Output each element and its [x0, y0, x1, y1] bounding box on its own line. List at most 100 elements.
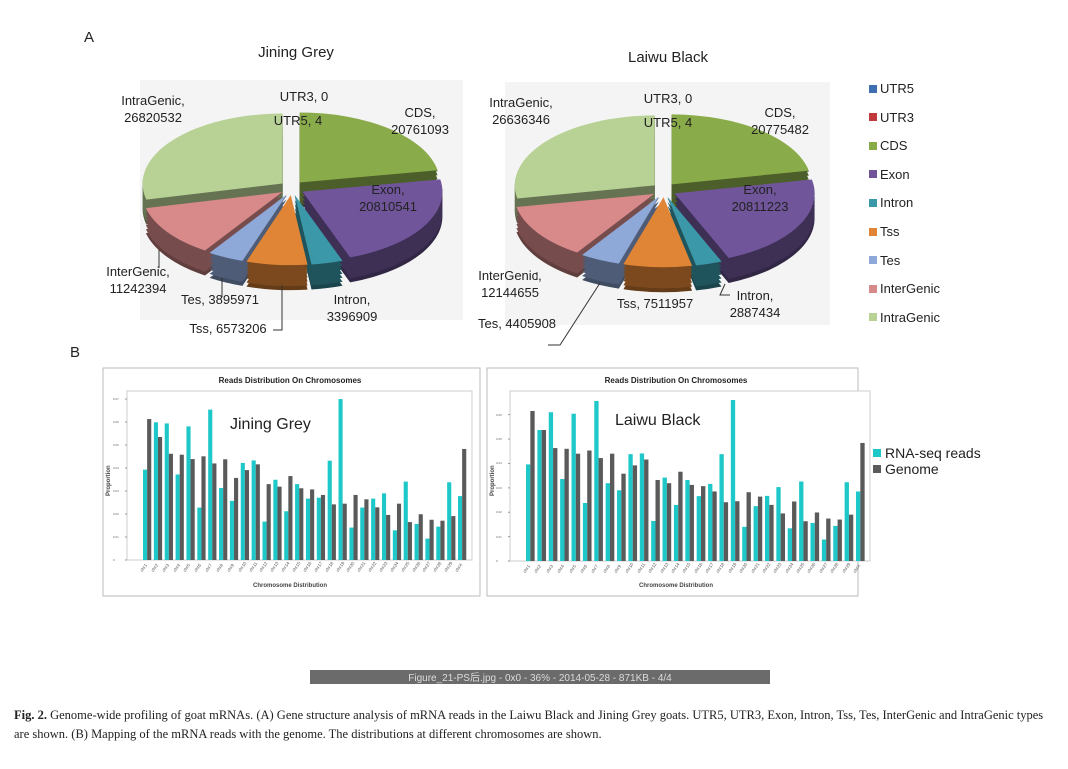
pie-label-intragenic: IntraGenic, 26820532 — [121, 92, 185, 126]
bar-genome-chr10 — [244, 470, 250, 560]
legend-label: Exon — [880, 166, 910, 182]
bar-genome-chr18 — [331, 504, 336, 560]
bar-genome-chr11 — [255, 464, 260, 560]
bar-genome-chr21 — [364, 499, 369, 560]
bar-rnaseq-chr27 — [425, 538, 430, 560]
bar-rnaseq-chr2 — [537, 430, 542, 561]
pie-label-line: IntraGenic, — [489, 95, 553, 110]
bar-rnaseq-chrX — [856, 491, 861, 561]
pie-title-laiwu: Laiwu Black — [627, 49, 709, 66]
y-tick-label: 0.06 — [113, 420, 119, 425]
bar-rnaseq-chr3 — [548, 412, 554, 561]
y-axis-title: Proportion — [106, 465, 112, 496]
bar-rnaseq-chr6 — [582, 502, 588, 561]
panel-letter-a: A — [84, 29, 95, 46]
bar-rnaseq-chr4 — [560, 479, 565, 561]
legend-item-utr3: UTR3 — [869, 110, 914, 125]
bar-genome-chr28 — [440, 520, 445, 560]
bar-genome-chr14 — [678, 471, 683, 561]
bar-genome-chr9 — [621, 473, 626, 561]
y-axis-title: Proportion — [490, 465, 496, 496]
pie-label-line: Tss, 7511957 — [616, 296, 694, 311]
bar-rnaseq-chr18 — [327, 460, 332, 560]
pie-label-line: CDS, — [764, 105, 796, 120]
pie-label-line: InterGenic, — [106, 264, 170, 279]
bar-genome-chr5 — [575, 453, 581, 561]
y-tick-label: 0.02 — [496, 510, 502, 515]
caption-label: Fig. 2. — [14, 708, 47, 722]
bar-rnaseq-chr29 — [844, 482, 849, 561]
panel-letter-b: B — [70, 344, 81, 361]
pie-label-cds: CDS, 20775482 — [751, 104, 809, 138]
legend-item-exon: Exon — [869, 167, 910, 182]
pie-label-line: 20775482 — [751, 122, 809, 137]
pie-label-line: 20761093 — [391, 122, 449, 137]
legend-item-tes: Tes — [869, 253, 900, 268]
bar-genome-chr4 — [564, 448, 569, 561]
legend-item-intragenic: IntraGenic — [869, 310, 940, 325]
pie-label-exon: Exon, 20811223 — [732, 181, 789, 215]
bar-genome-chr13 — [666, 483, 672, 561]
pie-slice-intragenic — [514, 115, 655, 199]
pie-slice-exon — [674, 179, 815, 258]
bar-rnaseq-chr9 — [229, 500, 235, 560]
bar-genome-chr24 — [792, 501, 797, 561]
x-axis-title: Chromosome Distribution — [252, 583, 328, 589]
bar-genome-chr6 — [587, 450, 592, 561]
pie-label-line: CDS, — [404, 105, 436, 120]
legend-swatch — [869, 84, 877, 93]
bar-rnaseq-chr15 — [685, 480, 690, 561]
bar-genome-chrX — [462, 448, 467, 560]
bar-rnaseq-chr7 — [208, 409, 213, 560]
pie-slice-intron — [667, 196, 722, 266]
legend-label: Tes — [880, 252, 901, 268]
bar-genome-chr25 — [803, 521, 808, 561]
bar-rnaseq-chr19 — [730, 400, 736, 561]
pie-label-line: Tes, 3895971 — [180, 292, 260, 307]
bar-rnaseq-chr10 — [628, 454, 633, 561]
bar-genome-chr27 — [429, 519, 434, 560]
legend-swatch — [869, 256, 877, 265]
pie-label-line: Exon, — [371, 182, 405, 197]
legend-swatch — [869, 198, 877, 207]
bar-genome-chr22 — [769, 504, 774, 561]
legend-label: Intron — [880, 195, 914, 211]
bar-genome-chr18 — [723, 502, 729, 561]
bar-rnaseq-chr6 — [197, 507, 202, 560]
bar-rnaseq-chr27 — [821, 539, 827, 561]
y-tick-label: 0 — [113, 558, 115, 562]
bar-rnaseq-chr18 — [719, 454, 724, 561]
bar-rnaseq-chr12 — [651, 521, 656, 561]
bar-genome-chr3 — [553, 448, 558, 561]
legend-label: RNA-seq reads — [885, 445, 981, 461]
pie-label-utr5: UTR5, 4 — [274, 112, 322, 129]
pie-label-line: 26636346 — [492, 112, 550, 127]
bar-genome-chr11 — [644, 459, 649, 561]
pie-label-line: Exon, — [743, 182, 777, 197]
bar-rnaseq-chr24 — [787, 528, 793, 561]
chart-annotation: Laiwu Black — [615, 412, 701, 429]
legend-item-intron: Intron — [869, 195, 913, 210]
y-tick-label: 0.01 — [496, 534, 502, 539]
chart-title: Reads Distribution On Chromosomes — [218, 376, 362, 385]
bar-genome-chr20 — [746, 492, 751, 561]
pie-label-line: IntraGenic, — [121, 93, 185, 108]
bar-rnaseq-chr28 — [833, 525, 838, 561]
pie-slice-exon — [302, 179, 443, 258]
bar-rnaseq-chr25 — [403, 481, 408, 560]
legend-item-cds: CDS — [869, 138, 907, 153]
bar-genome-chr29 — [451, 516, 456, 560]
bar-genome-chr20 — [353, 494, 358, 560]
pie-slice-tes — [209, 194, 287, 261]
bar-genome-chr24 — [396, 503, 402, 560]
bar-rnaseq-chr25 — [799, 481, 804, 561]
bar-genome-chr8 — [609, 453, 615, 561]
legend-swatch — [869, 113, 877, 122]
bar-genome-chr17 — [712, 491, 717, 561]
bar-rnaseq-chr13 — [273, 479, 278, 560]
pie-slice-intergenic — [516, 193, 655, 253]
legend-item-rna-seq: RNA-seq reads — [873, 445, 981, 461]
bar-genome-chr22 — [375, 507, 380, 560]
bar-rnaseq-chr19 — [338, 399, 343, 560]
